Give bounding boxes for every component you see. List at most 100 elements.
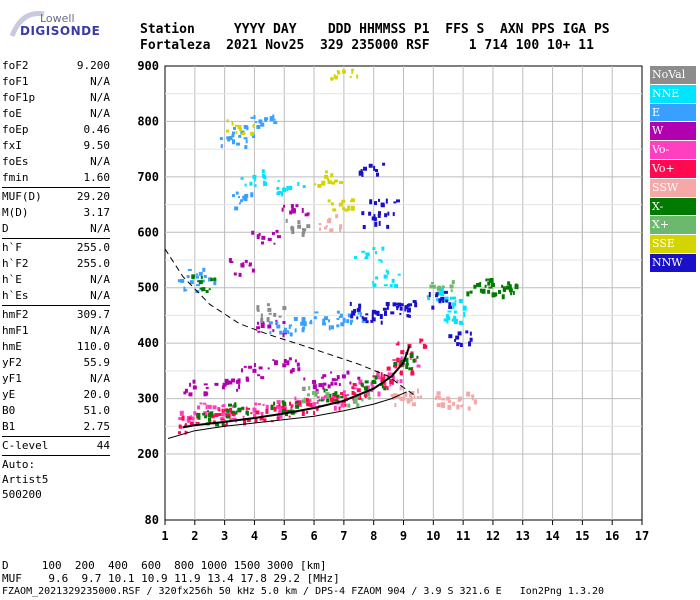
echo-speck (438, 298, 442, 304)
echo-speck (301, 410, 305, 416)
echo-speck (228, 258, 232, 263)
echo-speck (461, 404, 464, 408)
echo-speck (512, 290, 515, 295)
echo-speck (184, 430, 187, 435)
echo-speck (429, 284, 434, 289)
echo-speck (256, 305, 260, 311)
echo-speck (365, 313, 369, 316)
echo-speck (218, 408, 221, 412)
echo-speck (458, 298, 463, 303)
echo-speck (338, 406, 341, 411)
echo-speck (248, 262, 252, 266)
echo-speck (296, 362, 300, 367)
echo-point (276, 324, 281, 329)
echo-speck (408, 367, 413, 371)
echo-speck (248, 264, 252, 267)
echo-speck (278, 315, 282, 318)
echo-speck (235, 410, 238, 415)
echo-speck (365, 252, 368, 255)
param-value: 309.7 (76, 308, 110, 321)
echo-speck (411, 402, 416, 407)
echo-speck (463, 312, 466, 318)
echo-speck (396, 379, 399, 384)
x-tick-label: 17 (635, 529, 649, 543)
param-row: h`E N/A (2, 272, 110, 288)
echo-speck (327, 199, 331, 203)
echo-speck (408, 314, 411, 318)
echo-speck (335, 214, 339, 219)
echo-speck (339, 224, 343, 230)
param-key: MUF(D) (2, 190, 42, 203)
echo-speck (386, 366, 391, 371)
echo-speck (400, 359, 404, 365)
echo-speck (327, 384, 331, 389)
echo-speck (349, 301, 352, 306)
echo-speck (390, 311, 395, 315)
echo-speck (431, 284, 436, 288)
echo-speck (378, 198, 381, 202)
echo-speck (239, 199, 243, 203)
echo-point (371, 216, 376, 221)
echo-speck (325, 388, 328, 391)
echo-speck (258, 232, 261, 236)
echo-speck (273, 401, 276, 406)
x-tick-label: 10 (426, 529, 440, 543)
echo-speck (364, 380, 369, 384)
echo-speck (345, 394, 348, 397)
echo-speck (412, 358, 416, 363)
echo-speck (347, 205, 351, 211)
echo-speck (390, 393, 394, 397)
echo-point (237, 124, 242, 129)
echo-point (228, 410, 233, 415)
echo-speck (434, 397, 437, 401)
param-row: foEp 0.46 (2, 122, 110, 138)
echo-speck (350, 205, 355, 211)
legend-entry: NNE (650, 84, 696, 104)
echo-point (476, 282, 481, 287)
echo-speck (391, 278, 395, 283)
echo-speck (322, 318, 326, 324)
echo-speck (222, 410, 226, 415)
autoscaling-info: Artist5 (2, 473, 49, 486)
echo-speck (357, 311, 360, 315)
echo-speck (178, 417, 183, 421)
echo-speck (220, 144, 223, 149)
echo-speck (487, 281, 491, 286)
echo-speck (336, 70, 340, 73)
echo-speck (290, 226, 295, 231)
echo-speck (382, 307, 387, 311)
echo-speck (292, 208, 296, 213)
param-separator (2, 455, 110, 456)
param-key: h`E (2, 273, 22, 286)
echo-speck (414, 302, 418, 308)
echo-speck (232, 413, 236, 416)
echo-point (383, 274, 388, 279)
echo-speck (392, 359, 397, 362)
param-value: 2.75 (83, 420, 111, 433)
legend-entry: SSE (650, 235, 696, 254)
param-separator (2, 436, 110, 437)
param-row: h`F2 255.0 (2, 256, 110, 272)
echo-speck (396, 306, 399, 311)
echo-speck (399, 372, 403, 375)
echo-speck (453, 318, 458, 324)
echo-point (404, 305, 409, 310)
x-tick-label: 9 (400, 529, 407, 543)
echo-speck (346, 393, 349, 396)
echo-speck (296, 399, 300, 402)
echo-point (455, 335, 460, 340)
echo-speck (380, 379, 383, 382)
echo-speck (488, 279, 492, 282)
echo-speck (201, 287, 206, 292)
echo-speck (281, 405, 285, 408)
echo-speck (383, 387, 387, 391)
echo-speck (361, 316, 364, 320)
param-key: hmE (2, 340, 22, 353)
echo-speck (286, 186, 289, 192)
echo-speck (249, 181, 253, 186)
logo-line2: DIGISONDE (20, 24, 101, 38)
param-value: 55.9 (83, 356, 111, 369)
echo-speck (435, 395, 440, 399)
echo-speck (254, 184, 257, 188)
echo-speck (330, 228, 334, 232)
